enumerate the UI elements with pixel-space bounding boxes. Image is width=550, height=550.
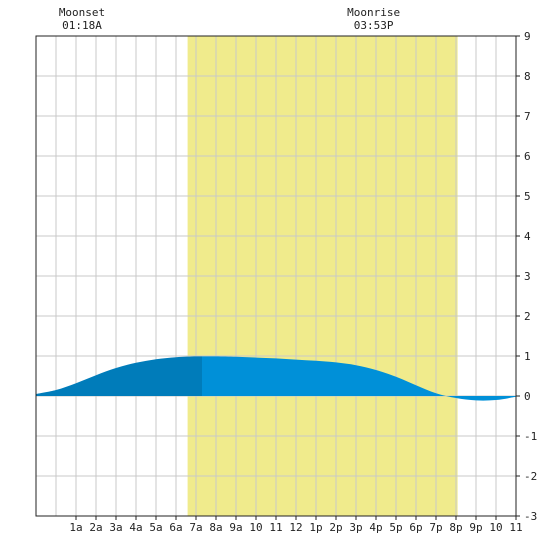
y-tick-label: 7 (524, 110, 531, 123)
x-tick-label: 10 (249, 521, 262, 534)
x-tick-label: 8p (449, 521, 462, 534)
tide-area-after-sunrise (202, 356, 516, 401)
x-tick-label: 6p (409, 521, 422, 534)
y-tick-label: 4 (524, 230, 531, 243)
y-tick-label: -1 (524, 430, 537, 443)
y-axis-ticks: -3 -2 -1 0 1 2 3 4 5 6 7 8 9 (516, 30, 537, 523)
x-tick-label: 1a (69, 521, 82, 534)
x-tick-label: 7a (189, 521, 202, 534)
moon-event-time: 03:53P (354, 19, 394, 32)
x-tick-label: 11 (509, 521, 522, 534)
moon-event-label: Moonrise (347, 6, 400, 19)
x-tick-label: 7p (429, 521, 442, 534)
y-tick-label: 3 (524, 270, 531, 283)
y-tick-label: -2 (524, 470, 537, 483)
y-tick-label: 9 (524, 30, 531, 43)
x-tick-label: 6a (169, 521, 182, 534)
x-tick-label: 9a (229, 521, 242, 534)
x-tick-label: 11 (269, 521, 282, 534)
x-axis-ticks: 1a 2a 3a 4a 5a 6a 7a 8a 9a 10 11 12 1p 2p 3p 4p 5p 6p 7p 8p… (69, 516, 523, 534)
x-tick-label: 2p (329, 521, 342, 534)
x-tick-label: 3p (349, 521, 362, 534)
x-tick-label: 10 (489, 521, 502, 534)
y-tick-label: 1 (524, 350, 531, 363)
y-tick-label: 0 (524, 390, 531, 403)
y-tick-label: -3 (524, 510, 537, 523)
moon-event-label: Moonset (59, 6, 105, 19)
x-tick-label: 3a (109, 521, 122, 534)
y-tick-label: 8 (524, 70, 531, 83)
x-tick-label: 9p (469, 521, 482, 534)
x-tick-label: 8a (209, 521, 222, 534)
x-tick-label: 5p (389, 521, 402, 534)
grid-lines (36, 36, 516, 516)
x-tick-label: 1p (309, 521, 322, 534)
x-tick-label: 2a (89, 521, 102, 534)
y-tick-label: 2 (524, 310, 531, 323)
x-tick-label: 12 (289, 521, 302, 534)
moon-event-time: 01:18A (62, 19, 102, 32)
x-tick-label: 4a (129, 521, 142, 534)
tide-area-before-sunrise (36, 356, 202, 396)
y-tick-label: 5 (524, 190, 531, 203)
y-tick-label: 6 (524, 150, 531, 163)
x-tick-label: 4p (369, 521, 382, 534)
x-tick-label: 5a (149, 521, 162, 534)
